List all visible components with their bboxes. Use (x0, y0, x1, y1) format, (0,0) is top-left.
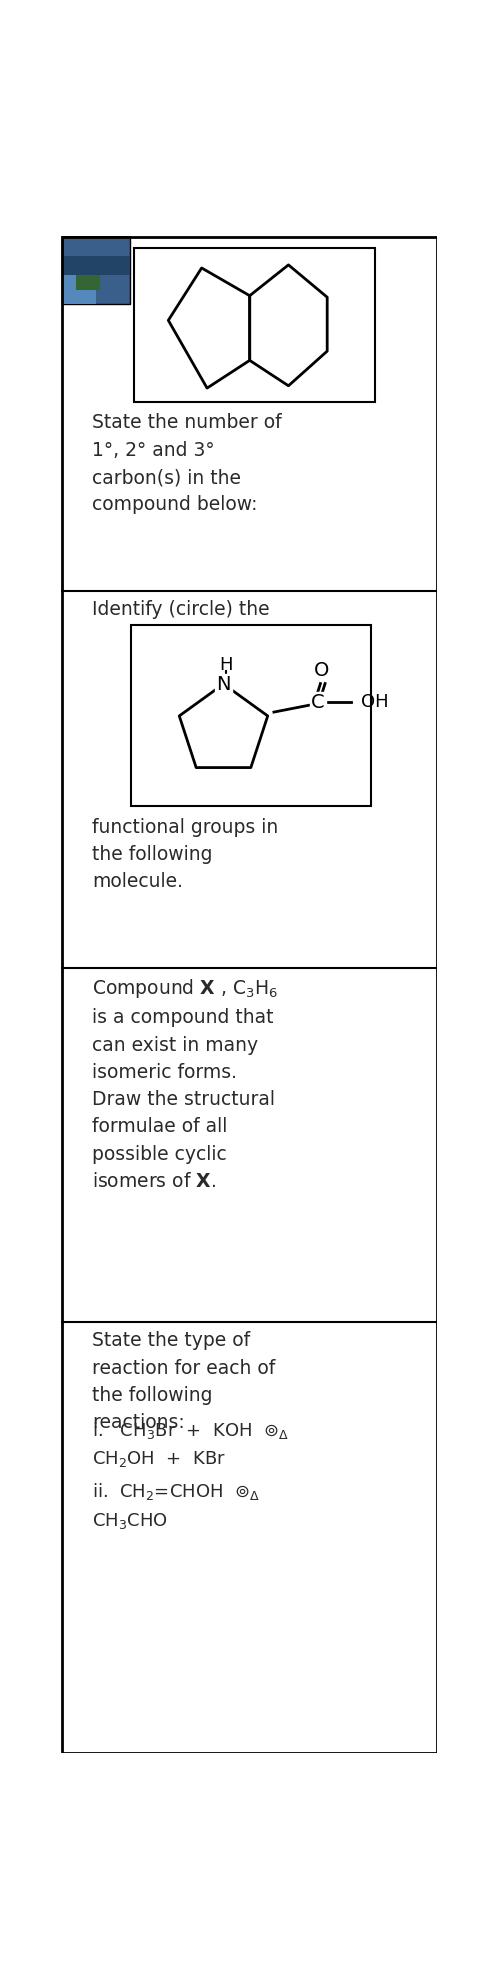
Text: functional groups in
the following
molecule.: functional groups in the following molec… (92, 818, 278, 890)
Text: ii.  CH$_2$=CHOH  $\circledcirc_\Delta$: ii. CH$_2$=CHOH $\circledcirc_\Delta$ (92, 1481, 260, 1503)
Text: State the number of
1°, 2° and 3°
carbon(s) in the
compound below:: State the number of 1°, 2° and 3° carbon… (92, 414, 281, 514)
Text: i.   CH$_3$Br  +  KOH  $\circledcirc_\Delta$: i. CH$_3$Br + KOH $\circledcirc_\Delta$ (92, 1420, 289, 1440)
Bar (76, 276, 100, 290)
Text: CH$_3$CHO: CH$_3$CHO (92, 1511, 168, 1531)
Text: OH: OH (362, 693, 389, 711)
Bar (131, 624, 371, 806)
Text: CH$_2$OH  +  KBr: CH$_2$OH + KBr (92, 1450, 226, 1470)
Bar (62, 236, 130, 303)
Text: H: H (219, 656, 233, 674)
Text: N: N (216, 674, 231, 693)
Text: Compound $\mathbf{X}$ , C$_3$H$_6$
is a compound that
can exist in many
isomeric: Compound $\mathbf{X}$ , C$_3$H$_6$ is a … (92, 977, 278, 1192)
Text: O: O (314, 662, 330, 680)
Bar (134, 248, 375, 402)
Text: Identify (circle) the: Identify (circle) the (92, 599, 269, 619)
Bar (62, 270, 96, 303)
Text: State the type of
reaction for each of
the following
reactions:: State the type of reaction for each of t… (92, 1332, 275, 1432)
Bar (62, 256, 130, 276)
Text: C: C (312, 693, 325, 711)
